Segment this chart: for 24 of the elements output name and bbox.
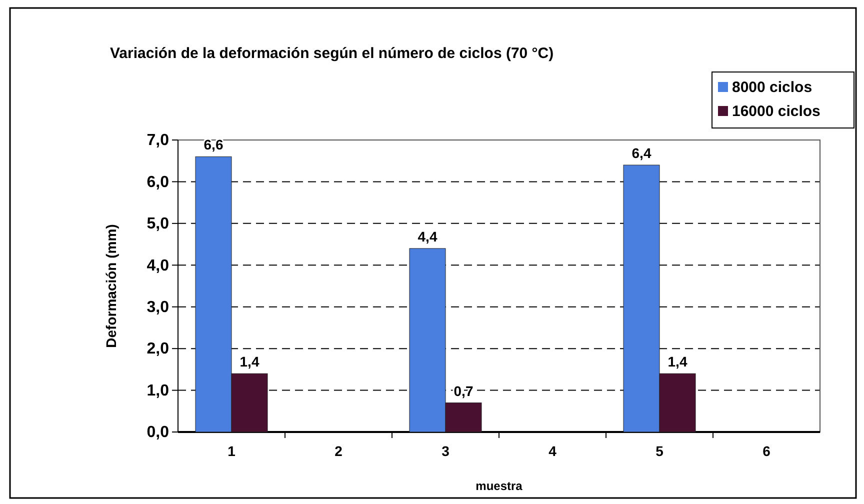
- data-label: 1,4: [668, 354, 688, 370]
- legend-label: 8000 ciclos: [732, 79, 812, 96]
- data-label: 6,6: [204, 136, 224, 153]
- x-axis-title: muestra: [476, 479, 523, 493]
- x-tick-label: 2: [334, 442, 343, 459]
- y-tick-label: 4,0: [146, 257, 170, 274]
- y-tick-label: 1,0: [146, 382, 170, 400]
- x-tick-label: 5: [656, 442, 664, 459]
- y-tick-label: 5,0: [146, 216, 170, 233]
- y-tick-label: 2,0: [146, 340, 170, 358]
- data-label: 1,4: [240, 354, 260, 370]
- chart-title: Variación de la deformación según el número de ciclos (70 °C): [110, 45, 554, 62]
- data-label: 6,4: [632, 145, 652, 162]
- y-tick-label: 0,0: [146, 424, 170, 442]
- y-axis-title: Deformación (mm): [103, 224, 119, 348]
- x-tick-label: 4: [548, 442, 557, 459]
- legend-label: 16000 ciclos: [732, 103, 820, 120]
- x-tick-label: 3: [442, 442, 450, 459]
- x-tick-label: 6: [762, 442, 771, 459]
- x-tick-label: 1: [228, 442, 236, 459]
- y-tick-label: 7,0: [146, 132, 170, 150]
- y-tick-label: 6,0: [146, 174, 170, 191]
- y-tick-label: 3,0: [146, 298, 170, 316]
- data-label: 4,4: [418, 228, 438, 244]
